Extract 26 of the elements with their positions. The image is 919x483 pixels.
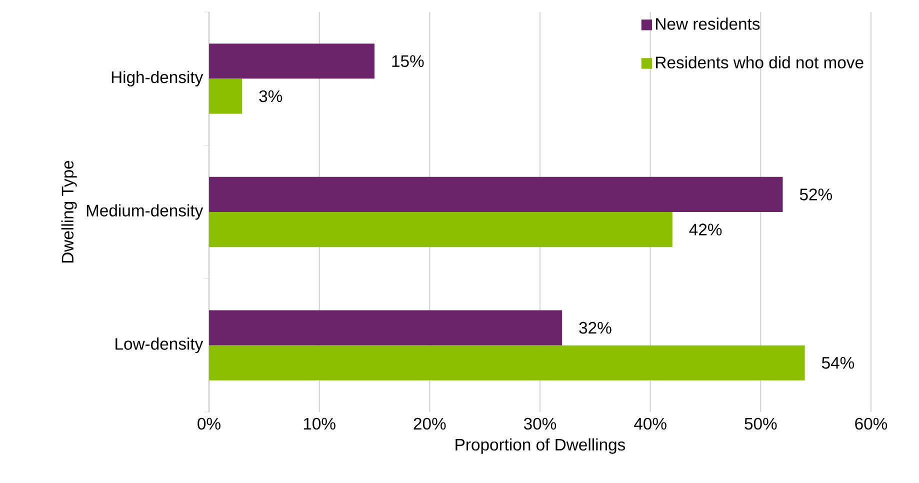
x-tick-label: 30%: [524, 418, 556, 430]
x-tick-label: 50%: [744, 418, 777, 430]
y-tick-label: Medium-density: [86, 204, 204, 220]
bar: [209, 78, 242, 114]
data-label: 42%: [689, 224, 722, 236]
data-label: 52%: [800, 188, 832, 200]
bar: [209, 345, 805, 380]
y-tick-label: High-density: [112, 70, 204, 86]
bar: [209, 310, 562, 346]
y-axis-title: Dwelling Type: [61, 160, 77, 263]
bar: [209, 212, 672, 248]
bar: [209, 176, 783, 212]
x-tick-label: 0%: [198, 418, 220, 430]
data-label: 54%: [822, 357, 854, 369]
data-label: 32%: [579, 322, 612, 334]
x-tick-label: 60%: [855, 418, 888, 430]
x-tick-label: 10%: [304, 418, 336, 430]
legend-label: New residents: [656, 18, 760, 30]
data-label: 3%: [259, 90, 282, 102]
legend-label: Residents who did not move: [656, 56, 864, 68]
x-tick-label: 20%: [414, 418, 446, 430]
x-axis-title: Proportion of Dwellings: [456, 438, 626, 454]
y-tick-label: Low-density: [116, 338, 204, 354]
x-tick-label: 40%: [634, 418, 666, 430]
bar: [209, 44, 375, 79]
data-label: 15%: [392, 55, 424, 68]
